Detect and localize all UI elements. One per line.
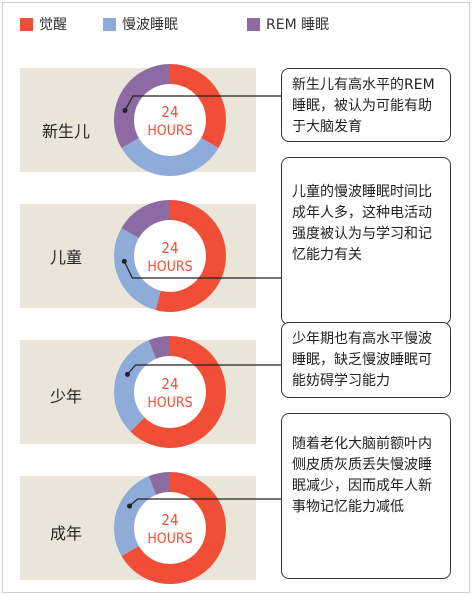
- donut-segment-child-rem: [121, 200, 171, 239]
- row-label-teen: 少年: [49, 387, 82, 406]
- center-label-unit-child: HOURS: [147, 259, 192, 275]
- legend-item-slow-wave: 慢波睡眠: [103, 14, 178, 34]
- donut-segment-newborn-awake: [169, 64, 226, 148]
- callout-child: 儿童的慢波睡眠时间比成年人多，这种电活动强度被认为与学习和记忆能力有关: [281, 157, 451, 325]
- callout-teen: 少年期也有高水平慢波睡眠，缺乏慢波睡眠可能妨碍学习能力: [281, 322, 451, 398]
- donut-segment-adult-rem: [148, 472, 171, 495]
- row-label-child: 儿童: [49, 248, 82, 267]
- donut-segment-teen-awake: [130, 336, 226, 448]
- leader-dot-teen: [125, 371, 131, 377]
- legend: 觉醒 慢波睡眠 REM 睡眠: [0, 14, 473, 34]
- legend-swatch-rem: [247, 17, 260, 31]
- row-label-newborn: 新生儿: [41, 122, 90, 141]
- leader-dot-child: [121, 258, 127, 264]
- center-label-number-newborn: 24: [161, 103, 178, 121]
- row-label-adult: 成年: [49, 524, 82, 543]
- center-label-unit-newborn: HOURS: [147, 123, 192, 139]
- center-label-unit-teen: HOURS: [147, 395, 192, 411]
- legend-swatch-slow-wave: [103, 17, 116, 31]
- callout-adult: 随着老化大脑前额叶内侧皮质灰质丢失慢波睡眠减少，因而成年人新事物记忆能力减低: [281, 413, 451, 579]
- legend-item-awake: 觉醒: [20, 14, 67, 34]
- center-label-number-adult: 24: [161, 511, 178, 529]
- donut-hole-newborn: [134, 84, 206, 156]
- legend-label-awake: 觉醒: [39, 17, 67, 33]
- leader-line-newborn: [124, 95, 281, 111]
- donut-hole-child: [134, 220, 206, 292]
- legend-label-rem: REM 睡眠: [266, 17, 330, 33]
- donut-segment-teen-slow-wave: [114, 340, 157, 432]
- leader-dot-newborn: [122, 107, 128, 113]
- legend-item-rem: REM 睡眠: [247, 14, 329, 34]
- leader-line-adult: [129, 498, 281, 507]
- leader-line-teen: [127, 364, 281, 375]
- donut-segment-adult-awake: [121, 472, 226, 584]
- center-label-number-teen: 24: [161, 375, 178, 393]
- donut-segment-newborn-slow-wave: [121, 137, 219, 176]
- legend-swatch-awake: [20, 17, 33, 31]
- donut-hole-adult: [134, 492, 206, 564]
- callout-newborn: 新生儿有高水平的REM睡眠，被认为可能有助于大脑发育: [281, 68, 451, 142]
- donut-segment-child-awake: [155, 200, 226, 312]
- donut-segment-adult-slow-wave: [114, 476, 157, 556]
- center-label-unit-adult: HOURS: [147, 531, 192, 547]
- leader-dot-adult: [127, 503, 133, 509]
- center-label-number-child: 24: [161, 239, 178, 257]
- leader-line-child: [123, 261, 281, 279]
- legend-label-slow-wave: 慢波睡眠: [122, 17, 178, 33]
- donut-segment-newborn-rem: [114, 64, 171, 148]
- donut-segment-teen-rem: [148, 336, 171, 359]
- donut-segment-child-slow-wave: [114, 228, 162, 311]
- donut-hole-teen: [134, 356, 206, 428]
